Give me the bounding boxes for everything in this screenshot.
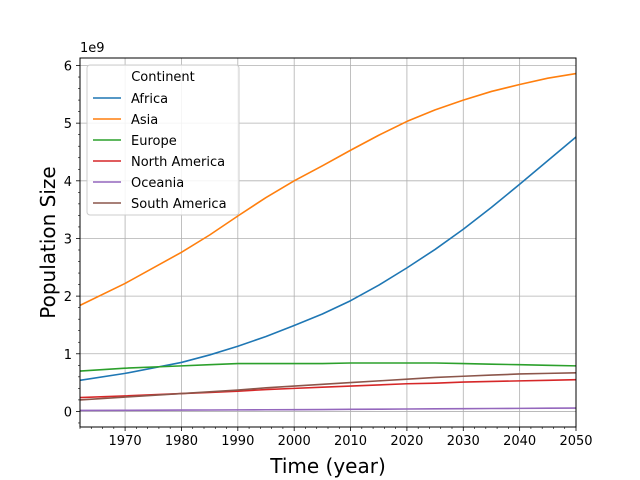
y-tick-label: 5 — [64, 117, 72, 132]
x-tick-label: 2040 — [503, 434, 536, 449]
series-line-europe — [79, 362, 577, 372]
y-axis-ticks: 0 1 2 3 4 5 6 — [64, 59, 80, 424]
series-line-oceania — [79, 407, 577, 412]
series-line-africa — [79, 136, 577, 382]
y-tick-label: 0 — [64, 405, 72, 420]
x-tick-label: 1980 — [165, 434, 198, 449]
series-lines — [79, 72, 577, 412]
x-tick-label: 2000 — [278, 434, 311, 449]
legend-label-north-america: North America — [131, 155, 225, 170]
legend-label-oceania: Oceania — [131, 176, 184, 191]
legend-entries: Africa Asia Europe North America Oceania Sout… — [93, 92, 227, 212]
x-axis-ticks: 1970 1980 1990 2000 2010 2020 2030 2040 2050 — [79, 427, 593, 449]
x-tick-label: 2050 — [559, 434, 592, 449]
legend-label-africa: Africa — [131, 92, 168, 107]
y-tick-label: 3 — [64, 232, 72, 247]
y-tick-label: 1 — [64, 348, 72, 363]
legend-label-south-america: South America — [131, 197, 227, 212]
y-tick-label: 6 — [64, 59, 72, 74]
x-axis-label: Time (year) — [269, 454, 386, 478]
legend-box — [86, 64, 240, 216]
series-line-south-america — [79, 372, 577, 401]
x-tick-label: 2030 — [447, 434, 480, 449]
legend: Continent Africa Asia Europe North America O… — [86, 64, 240, 216]
grid — [80, 58, 577, 427]
x-tick-label: 1970 — [109, 434, 142, 449]
y-axis-label: Population Size — [36, 166, 60, 319]
legend-label-asia: Asia — [131, 113, 158, 128]
y-offset-text: 1e9 — [80, 41, 105, 56]
x-tick-label: 1990 — [221, 434, 254, 449]
x-tick-label: 2020 — [390, 434, 423, 449]
legend-title: Continent — [131, 70, 195, 85]
y-tick-label: 2 — [64, 290, 72, 305]
x-tick-label: 2010 — [334, 434, 367, 449]
series-line-asia — [79, 72, 577, 307]
legend-label-europe: Europe — [131, 134, 177, 149]
y-tick-label: 4 — [64, 175, 72, 190]
